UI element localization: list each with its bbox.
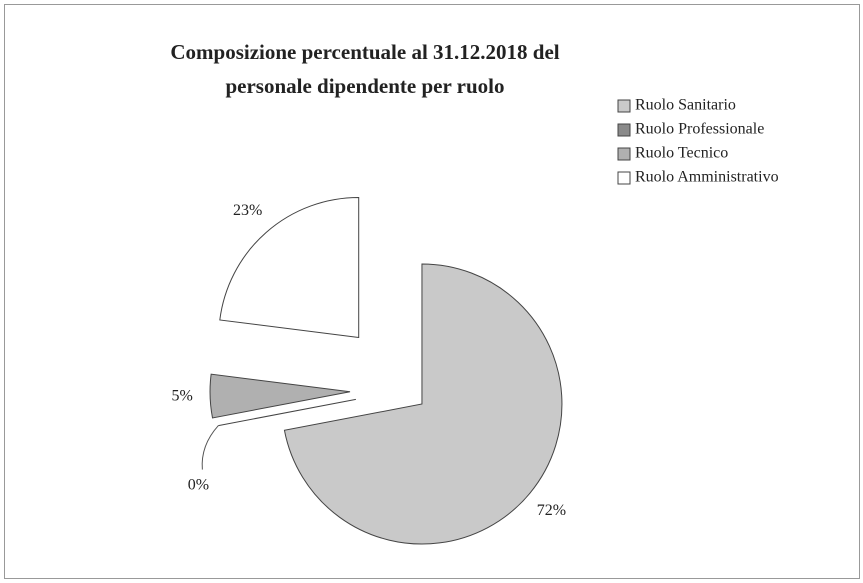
legend-swatch — [617, 99, 631, 113]
chart-frame: 72% 0% 5% 23% Ruolo Sanitario Ruolo Professio… — [4, 4, 860, 579]
legend-swatch — [617, 123, 631, 137]
legend-label: Ruolo Professionale — [635, 121, 764, 138]
leader-line — [201, 425, 219, 470]
pie-slice — [209, 373, 351, 419]
legend-label: Ruolo Amministrativo — [635, 169, 779, 186]
pie-slice — [283, 263, 563, 545]
legend-label: Ruolo Sanitario — [635, 97, 736, 114]
data-label: 0% — [188, 476, 209, 493]
pie-slice — [219, 196, 360, 339]
data-label: 5% — [171, 388, 192, 405]
data-label: 72% — [537, 502, 566, 519]
legend-swatch — [617, 147, 631, 161]
data-label: 23% — [233, 202, 262, 219]
chart-title: Composizione percentuale al 31.12.2018 d… — [170, 40, 560, 98]
legend-label: Ruolo Tecnico — [635, 145, 728, 162]
legend-swatch — [617, 171, 631, 185]
chart: 72% 0% 5% 23% Ruolo Sanitario Ruolo Professio… — [171, 97, 779, 545]
